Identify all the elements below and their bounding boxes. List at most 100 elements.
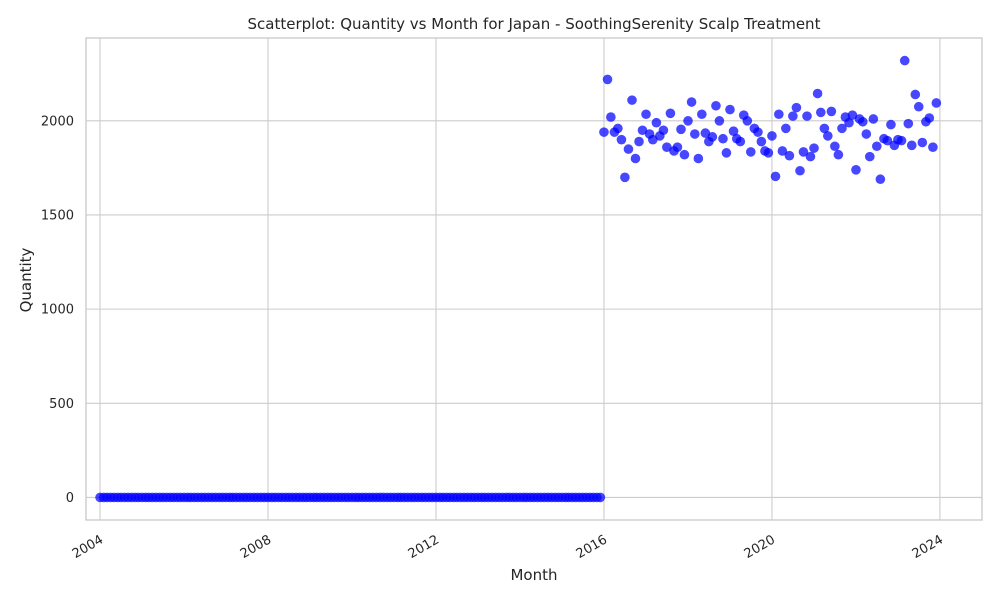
data-point xyxy=(931,98,942,108)
data-point xyxy=(763,148,774,158)
data-point xyxy=(599,127,609,137)
data-point xyxy=(665,108,676,119)
data-point xyxy=(627,95,637,105)
data-point xyxy=(791,102,802,113)
data-point xyxy=(882,135,893,146)
data-point xyxy=(686,97,697,107)
x-tick-label: 2008 xyxy=(238,532,274,562)
data-point xyxy=(595,492,606,503)
data-point xyxy=(805,151,816,162)
data-point xyxy=(830,141,840,152)
data-point xyxy=(774,109,784,120)
data-point xyxy=(795,165,805,176)
data-point xyxy=(620,172,630,183)
data-point xyxy=(707,132,718,142)
data-point xyxy=(784,150,795,161)
data-point xyxy=(864,151,875,162)
data-point xyxy=(906,140,917,151)
x-axis-label: Month xyxy=(510,566,557,584)
x-tick-label: 2004 xyxy=(70,532,106,562)
y-tick-labels: 0 500 1000 1500 2000 xyxy=(41,114,74,506)
data-point xyxy=(861,129,872,139)
data-point xyxy=(735,136,746,147)
data-point xyxy=(812,88,823,99)
data-point xyxy=(676,124,686,135)
data-point xyxy=(847,110,858,120)
data-point xyxy=(697,109,707,120)
chart-title: Scatterplot: Quantity vs Month for Japan… xyxy=(248,15,821,33)
data-point xyxy=(714,116,725,126)
y-axis-label: Quantity xyxy=(17,247,35,312)
data-point xyxy=(816,107,826,118)
data-point xyxy=(718,133,728,144)
y-tick-label: 1500 xyxy=(41,208,74,223)
data-point xyxy=(728,126,739,136)
data-point xyxy=(711,100,721,111)
data-points xyxy=(95,55,942,503)
y-tick-label: 1000 xyxy=(41,303,74,318)
data-point xyxy=(602,74,613,85)
data-point xyxy=(896,135,907,146)
data-point xyxy=(756,136,767,147)
data-point xyxy=(851,164,861,175)
data-point xyxy=(672,142,683,153)
data-point xyxy=(651,117,662,128)
grid-lines xyxy=(86,38,982,520)
data-point xyxy=(819,123,830,134)
data-point xyxy=(928,142,938,153)
x-tick-label: 2016 xyxy=(574,532,610,562)
data-point xyxy=(857,116,868,127)
data-point xyxy=(637,125,648,136)
data-point xyxy=(634,136,644,147)
data-point xyxy=(903,118,914,129)
x-tick-labels: 2004 2008 2012 2016 2020 2024 xyxy=(70,532,946,562)
data-point xyxy=(809,143,819,153)
data-point xyxy=(777,146,788,156)
y-tick-label: 2000 xyxy=(41,114,74,129)
data-point xyxy=(725,104,735,115)
data-point xyxy=(770,171,781,182)
data-point xyxy=(886,119,896,130)
data-point xyxy=(616,134,627,145)
data-point xyxy=(648,134,658,145)
data-point xyxy=(924,113,935,123)
data-point xyxy=(662,142,672,153)
plot-frame xyxy=(85,37,983,521)
data-point xyxy=(802,111,812,121)
data-point xyxy=(871,141,882,152)
data-point xyxy=(868,114,879,124)
data-point xyxy=(837,123,847,134)
data-point xyxy=(913,101,924,112)
data-point xyxy=(606,112,616,122)
data-point xyxy=(767,131,777,141)
data-point xyxy=(788,111,798,121)
x-tick-label: 2024 xyxy=(910,532,946,562)
data-point xyxy=(613,123,623,134)
data-point xyxy=(910,89,921,100)
y-tick-label: 0 xyxy=(66,491,74,506)
data-point xyxy=(899,55,910,66)
data-point xyxy=(823,131,833,141)
data-point xyxy=(641,109,651,120)
data-point xyxy=(917,137,928,148)
x-tick-label: 2020 xyxy=(742,532,778,562)
data-point xyxy=(826,106,837,117)
y-tick-label: 500 xyxy=(49,397,74,412)
data-point xyxy=(875,174,886,185)
x-tick-label: 2012 xyxy=(406,532,442,562)
data-point xyxy=(798,147,809,157)
data-point xyxy=(721,148,732,158)
data-point xyxy=(693,153,704,164)
data-point xyxy=(745,147,756,157)
data-point xyxy=(689,129,700,139)
data-point xyxy=(658,125,669,136)
data-point xyxy=(679,149,690,160)
data-point xyxy=(700,128,711,138)
data-point xyxy=(742,116,753,126)
data-point xyxy=(753,127,763,137)
data-point xyxy=(781,123,791,134)
data-point xyxy=(623,144,634,154)
data-point xyxy=(833,149,844,160)
data-point xyxy=(683,116,693,126)
